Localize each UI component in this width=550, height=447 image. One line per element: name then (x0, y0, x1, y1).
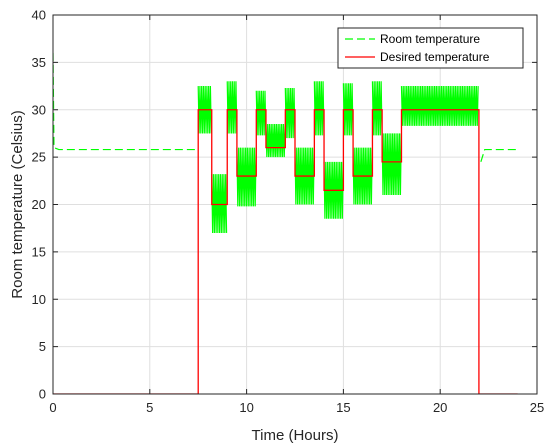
y-tick-label: 5 (39, 339, 46, 354)
room-temperature-oscillation-7 (294, 147, 315, 205)
room-temperature-oscillation-6 (284, 87, 296, 139)
y-tick-label: 20 (32, 197, 46, 212)
x-axis-title: Time (Hours) (252, 427, 339, 444)
desired-temperature-line-0 (53, 109, 518, 394)
legend: Room temperature Desired temperature (337, 27, 524, 69)
y-tick-label: 35 (32, 55, 46, 70)
room-temperature-oscillation-11 (352, 147, 373, 205)
x-tick-label: 25 (530, 400, 544, 415)
plot-layer (53, 52, 518, 394)
y-tick-label: 0 (39, 387, 46, 402)
x-tick-label: 10 (239, 400, 253, 415)
y-tick-label: 10 (32, 292, 46, 307)
legend-label-desired-temperature: Desired temperature (380, 50, 490, 64)
room-temperature-oscillation-13 (381, 133, 402, 196)
room-temperature-oscillation-1 (211, 174, 228, 233)
room-temperature-oscillation-5 (265, 123, 286, 158)
x-tick-label: 0 (49, 400, 56, 415)
room-temperature-oscillation-9 (323, 161, 344, 219)
room-temperature-oscillation-12 (371, 81, 383, 136)
room-temperature-line-0 (53, 52, 199, 151)
y-tick-label: 25 (32, 150, 46, 165)
x-tick-label: 5 (146, 400, 153, 415)
room-temperature-oscillation-4 (255, 90, 267, 136)
room-temperature-line-1 (480, 148, 518, 163)
y-tick-label: 30 (32, 102, 46, 117)
room-temperature-oscillation-14 (400, 86, 479, 126)
room-temperature-oscillation-2 (226, 81, 238, 134)
ticks-layer: 0 5 10 15 20 25 0 5 10 15 20 25 30 35 40 (32, 8, 545, 416)
plot-clip-group (53, 52, 518, 394)
room-temperature-oscillation-3 (236, 147, 257, 207)
y-tick-label: 40 (32, 8, 46, 23)
x-tick-label: 20 (433, 400, 447, 415)
legend-label-room-temperature: Room temperature (380, 32, 480, 46)
room-temperature-oscillation-8 (313, 81, 325, 136)
y-tick-label: 15 (32, 244, 46, 259)
legend-box (337, 27, 524, 69)
x-tick-label: 15 (336, 400, 350, 415)
y-axis-title: Room temperature (Celsius) (9, 110, 26, 298)
